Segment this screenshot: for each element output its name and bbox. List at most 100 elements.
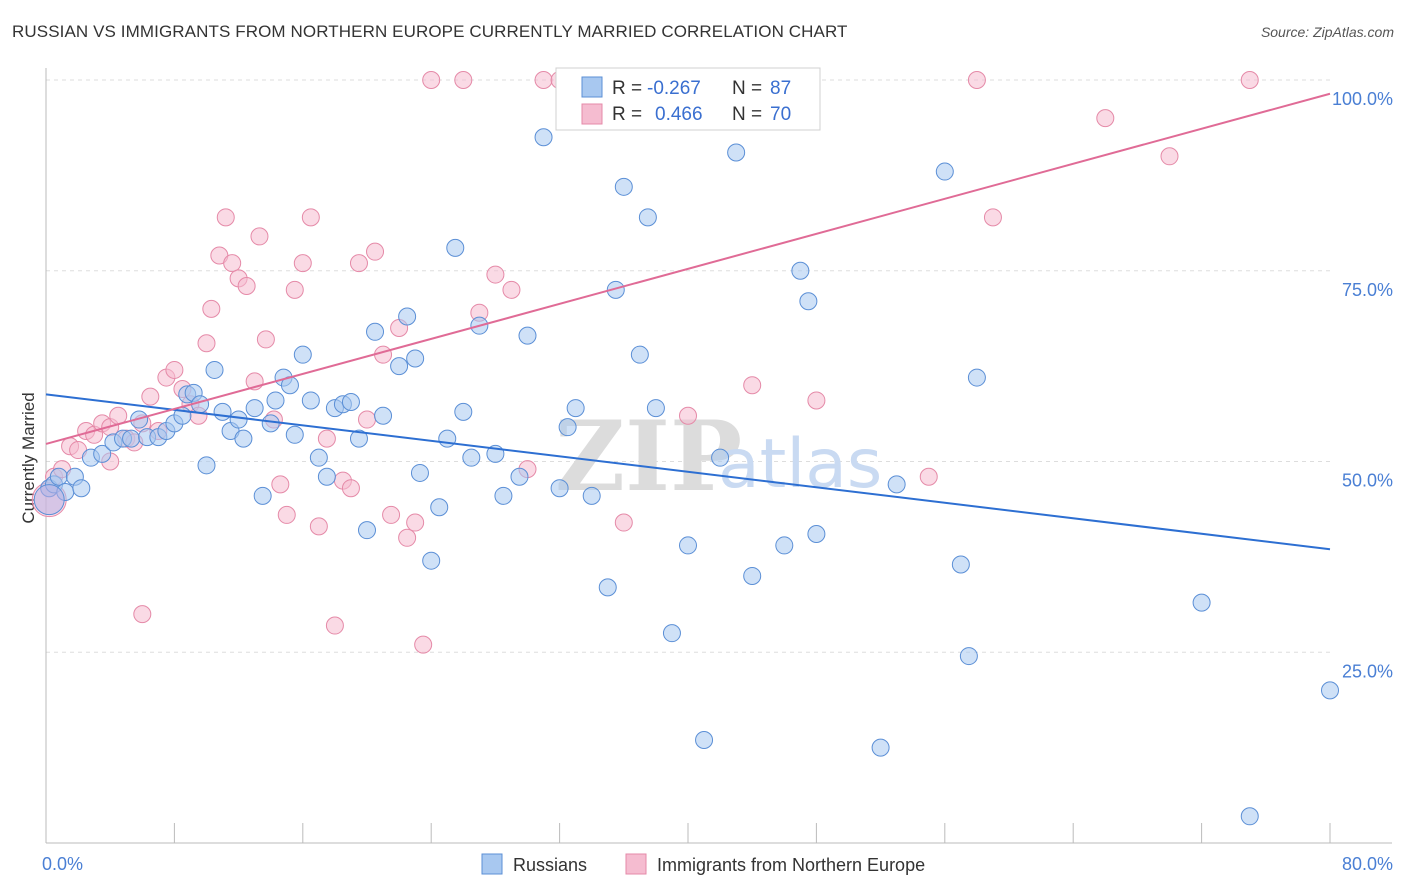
russians-point-25	[234, 429, 253, 448]
trend-lines	[45, 92, 1331, 551]
russians-point-29	[266, 391, 285, 410]
immigrants-point-64	[983, 208, 1002, 227]
immigrants-point-37	[317, 429, 336, 448]
immigrants-point-65	[1096, 109, 1115, 128]
russians-point-24	[229, 410, 248, 429]
russians-point-74	[727, 143, 746, 162]
x-tick-labels: 0.0% 80.0%	[42, 854, 1393, 874]
russians-point-45	[398, 307, 417, 326]
russians-trend-line	[45, 393, 1331, 551]
immigrants-point-54	[502, 280, 521, 299]
russians-point-82	[935, 162, 954, 181]
russians-point-41	[358, 521, 376, 540]
legend-n-label-1: N =	[732, 78, 762, 99]
y-tick-label-3: 100.0%	[1332, 89, 1393, 109]
immigrants-point-62	[919, 467, 938, 486]
russians-point-40	[349, 429, 368, 448]
russians-point-44	[390, 357, 409, 376]
russians-point-7	[93, 444, 112, 463]
russians-point-62	[566, 399, 585, 418]
bottom-legend-swatch-russians	[481, 853, 503, 875]
russians-point-34	[301, 391, 320, 410]
russians-point-71	[679, 536, 697, 555]
russians-point-78	[799, 292, 818, 311]
immigrants-point-44	[374, 345, 393, 364]
immigrants-point-23	[216, 208, 235, 227]
legend-bottom: Russians Immigrants from Northern Europe	[481, 853, 925, 875]
russians-point-51	[446, 238, 465, 257]
russians-point-57	[510, 467, 529, 486]
russians-point-35	[309, 448, 328, 467]
legend-swatch-russians	[581, 76, 603, 98]
y-tick-labels: 25.0% 50.0% 75.0% 100.0%	[1332, 89, 1393, 681]
immigrants-point-47	[398, 528, 417, 547]
legend-swatch-immigrants	[581, 103, 603, 125]
immigrants-point-32	[277, 505, 296, 524]
y-tick-label-2: 75.0%	[1342, 280, 1393, 300]
russians-point-69	[646, 399, 665, 418]
immigrants-point-26	[237, 277, 256, 296]
immigrants-point-28	[250, 227, 269, 246]
x-tick-label-1: 80.0%	[1342, 854, 1393, 874]
x-tick-label-0: 0.0%	[42, 854, 83, 874]
russians-point-67	[630, 345, 649, 364]
immigrants-point-49	[414, 635, 433, 654]
russians-point-39	[341, 392, 360, 411]
russians-point-85	[967, 368, 986, 387]
russians-point-5	[72, 479, 91, 498]
legend-n-value-1: 87	[770, 78, 791, 99]
russians-point-43	[374, 406, 393, 425]
russians-point-46	[406, 349, 425, 368]
immigrants-point-56	[534, 71, 553, 89]
immigrants-point-48	[406, 513, 425, 532]
immigrants-point-20	[197, 334, 216, 353]
immigrants-point-68	[133, 605, 152, 624]
russians-point-59	[534, 128, 553, 147]
y-axis-label: Currently Married	[19, 392, 38, 523]
russians-point-20	[197, 456, 216, 475]
series-russians-points	[33, 128, 1339, 826]
russians-point-63	[582, 486, 601, 505]
russians-point-75	[743, 566, 762, 585]
russians-point-56	[494, 486, 513, 505]
legend-r-label-1: R =	[612, 78, 642, 99]
legend-r-value-2: 0.466	[655, 104, 703, 125]
gridlines	[46, 79, 1330, 653]
russians-point-47	[410, 463, 429, 482]
immigrants-point-40	[341, 479, 360, 498]
russians-point-68	[638, 208, 657, 227]
russians-point-22	[213, 402, 232, 421]
bottom-legend-swatch-immigrants	[625, 853, 647, 875]
russians-point-86	[1192, 593, 1211, 612]
russians-point-28	[261, 414, 280, 433]
russians-point-76	[775, 536, 794, 555]
bottom-legend-russians: Russians	[513, 855, 587, 875]
immigrants-point-16	[165, 360, 184, 379]
russians-point-58	[518, 326, 537, 345]
russians-point-80	[871, 738, 890, 757]
russians-point-48	[422, 551, 441, 570]
russians-point-61	[558, 418, 577, 437]
immigrants-point-60	[743, 376, 762, 395]
immigrants-point-43	[366, 242, 385, 261]
russians-cluster-point	[33, 484, 65, 516]
source-credit: Source: ZipAtlas.com	[1260, 24, 1394, 40]
y-tick-label-1: 50.0%	[1342, 471, 1393, 491]
russians-point-73	[711, 448, 730, 467]
russians-point-88	[1240, 807, 1259, 826]
immigrants-point-33	[285, 280, 304, 299]
russians-point-53	[462, 448, 481, 467]
russians-point-83	[951, 555, 970, 574]
immigrants-point-34	[293, 254, 312, 273]
russians-point-81	[887, 475, 906, 494]
immigrants-point-41	[349, 254, 368, 273]
immigrants-point-13	[141, 387, 160, 406]
immigrants-point-36	[309, 517, 328, 536]
legend-r-value-1: -0.267	[647, 78, 701, 99]
immigrants-point-67	[1240, 71, 1259, 89]
russians-point-42	[366, 322, 385, 341]
russians-point-21	[205, 360, 224, 379]
russians-point-36	[317, 467, 336, 486]
russians-point-70	[662, 624, 681, 643]
